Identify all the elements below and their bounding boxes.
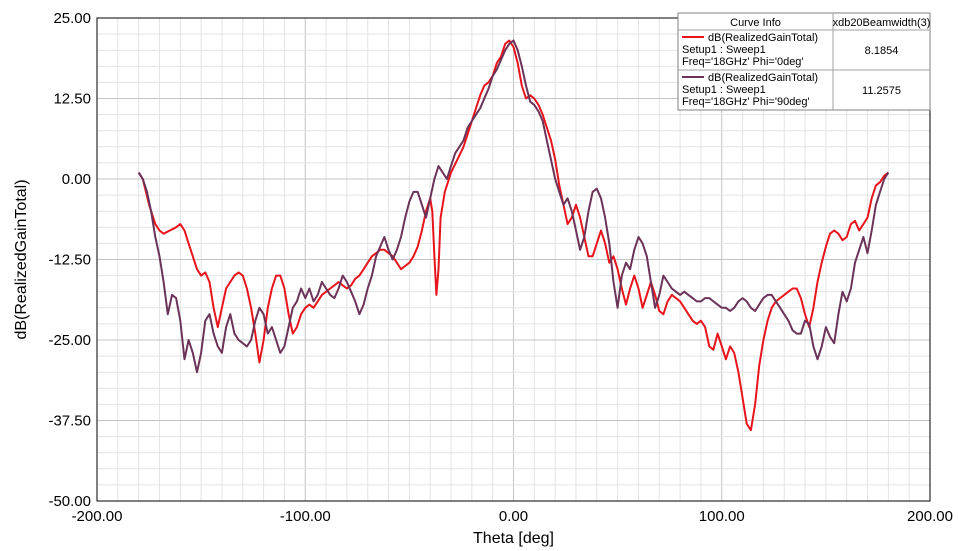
- x-tick-label: 100.00: [699, 508, 745, 525]
- legend-entry-name: dB(RealizedGainTotal): [708, 32, 818, 44]
- y-tick-label: -37.50: [48, 413, 91, 430]
- series-layer: [137, 39, 890, 432]
- legend-header-curve-info: Curve Info: [730, 17, 781, 29]
- y-tick-label: 0.00: [62, 171, 91, 188]
- series-line-1: [137, 39, 889, 432]
- grid: [97, 18, 930, 501]
- x-tick-label: -200.00: [72, 508, 123, 525]
- x-axis-title: Theta [deg]: [473, 530, 554, 547]
- legend-entry-name: dB(RealizedGainTotal): [708, 72, 818, 84]
- y-tick-label: 12.50: [53, 91, 91, 108]
- tick-labels: -200.00 -100.00 0.00 100.00 200.00 25.00 12.50…: [48, 10, 952, 525]
- legend: Curve Info xdb20Beamwidth(3) dB(RealizedGa…: [677, 12, 931, 111]
- legend-header-beamwidth: xdb20Beamwidth(3): [833, 17, 931, 29]
- legend-entry-value: 11.2575: [862, 85, 901, 97]
- plot-area-frame: [96, 17, 931, 502]
- y-tick-label: -50.00: [48, 493, 91, 510]
- y-tick-label: -25.00: [48, 332, 91, 349]
- x-tick-label: 200.00: [907, 508, 953, 525]
- x-tick-label: -100.00: [280, 508, 331, 525]
- x-tick-label: 0.00: [499, 508, 528, 525]
- legend-box: [677, 12, 931, 111]
- legend-entry-freq: Freq='18GHz' Phi='90deg': [682, 96, 810, 108]
- y-axis-title: dB(RealizedGainTotal): [13, 179, 30, 339]
- legend-entry-value: 8.1854: [865, 45, 899, 57]
- legend-entry-setup: Setup1 : Sweep1: [682, 84, 766, 96]
- legend-entry-setup: Setup1 : Sweep1: [682, 44, 766, 56]
- legend-entry-freq: Freq='18GHz' Phi='0deg': [682, 56, 804, 68]
- y-tick-label: -12.50: [48, 252, 91, 269]
- series-line-2: [137, 39, 890, 374]
- y-tick-label: 25.00: [53, 10, 91, 27]
